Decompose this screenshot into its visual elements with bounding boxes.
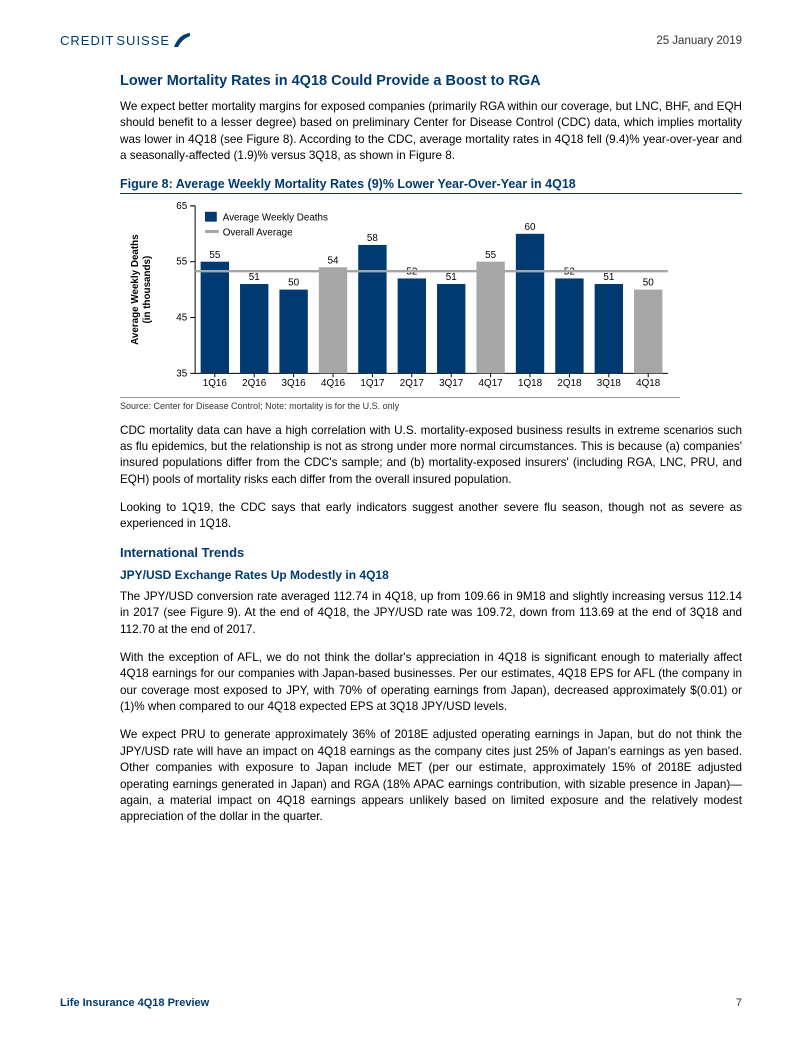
svg-text:3Q18: 3Q18 (597, 378, 622, 389)
svg-text:51: 51 (603, 272, 614, 283)
svg-text:4Q16: 4Q16 (321, 378, 346, 389)
paragraph: Looking to 1Q19, the CDC says that early… (120, 500, 742, 533)
svg-text:1Q17: 1Q17 (360, 378, 384, 389)
chart-svg: 35 45 55 65 Average Weekly Deaths(in thousan… (120, 198, 680, 395)
section-heading-mortality: Lower Mortality Rates in 4Q18 Could Prov… (120, 73, 742, 89)
svg-text:1Q18: 1Q18 (518, 378, 543, 389)
svg-text:55: 55 (209, 249, 220, 260)
svg-text:55: 55 (485, 249, 496, 260)
svg-text:2Q17: 2Q17 (400, 378, 424, 389)
brand-text-1: CREDIT (60, 33, 114, 48)
paragraph: We expect PRU to generate approximately … (120, 727, 742, 825)
svg-text:60: 60 (525, 221, 536, 232)
svg-text:51: 51 (249, 272, 260, 283)
paragraph: With the exception of AFL, we do not thi… (120, 650, 742, 716)
svg-text:2Q16: 2Q16 (242, 378, 267, 389)
mortality-bar-chart: 35 45 55 65 Average Weekly Deaths(in thousan… (120, 198, 680, 398)
subsection-heading-jpy: JPY/USD Exchange Rates Up Modestly in 4Q… (120, 568, 742, 582)
svg-text:45: 45 (176, 312, 187, 323)
paragraph: CDC mortality data can have a high corre… (120, 423, 742, 489)
svg-text:55: 55 (176, 256, 187, 267)
paragraph: We expect better mortality margins for e… (120, 99, 742, 165)
svg-text:4Q17: 4Q17 (479, 378, 503, 389)
section-heading-international: International Trends (120, 545, 742, 560)
sail-icon (172, 32, 192, 49)
page-number: 7 (736, 997, 742, 1009)
page-header: CREDIT SUISSE 25 January 2019 (60, 32, 742, 49)
paragraph: The JPY/USD conversion rate averaged 112… (120, 589, 742, 638)
svg-text:3Q16: 3Q16 (282, 378, 307, 389)
figure-caption: Figure 8: Average Weekly Mortality Rates… (120, 177, 742, 194)
svg-text:65: 65 (176, 200, 187, 211)
svg-text:Average Weekly Deaths: Average Weekly Deaths (223, 212, 328, 223)
brand-logo: CREDIT SUISSE (60, 32, 192, 49)
svg-text:50: 50 (643, 277, 654, 288)
svg-text:Average Weekly Deaths(in thous: Average Weekly Deaths(in thousands) (130, 233, 153, 344)
svg-text:50: 50 (288, 277, 299, 288)
svg-text:4Q18: 4Q18 (636, 378, 661, 389)
chart-source: Source: Center for Disease Control; Note… (120, 401, 742, 411)
svg-text:Overall Average: Overall Average (223, 227, 293, 238)
svg-text:2Q18: 2Q18 (557, 378, 582, 389)
svg-text:35: 35 (176, 368, 187, 379)
brand-text-2: SUISSE (116, 33, 170, 48)
document-date: 25 January 2019 (656, 35, 742, 47)
page-footer: Life Insurance 4Q18 Preview 7 (60, 997, 742, 1009)
svg-text:51: 51 (446, 272, 457, 283)
footer-title: Life Insurance 4Q18 Preview (60, 997, 209, 1009)
svg-text:3Q17: 3Q17 (439, 378, 463, 389)
svg-text:1Q16: 1Q16 (203, 378, 228, 389)
svg-text:58: 58 (367, 233, 378, 244)
svg-text:54: 54 (328, 255, 339, 266)
